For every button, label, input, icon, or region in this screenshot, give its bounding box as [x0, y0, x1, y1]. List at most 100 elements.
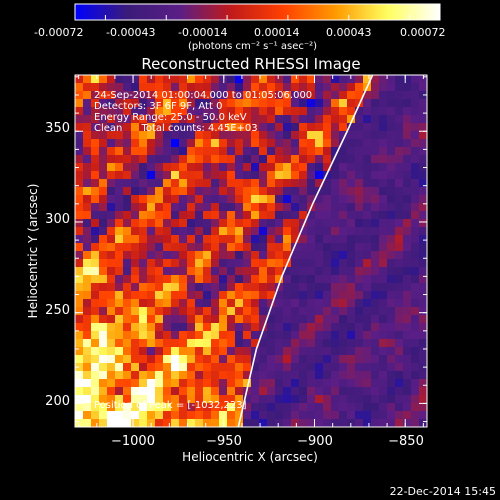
heatmap-cell [251, 227, 259, 235]
heatmap-cell [227, 315, 235, 323]
heatmap-cell [227, 283, 235, 291]
heatmap-cell [243, 363, 251, 371]
heatmap-cell [395, 147, 403, 155]
heatmap-cell [91, 187, 99, 195]
heatmap-cell [195, 371, 203, 379]
heatmap-cell [211, 195, 219, 203]
heatmap-cell [283, 411, 291, 419]
heatmap-cell [131, 131, 139, 139]
heatmap-cell [371, 83, 379, 91]
heatmap-cell [291, 75, 299, 83]
heatmap-cell [235, 235, 243, 243]
heatmap-cell [187, 315, 195, 323]
heatmap-cell [395, 323, 403, 331]
heatmap-cell [211, 379, 219, 387]
heatmap-cell [363, 387, 371, 395]
heatmap-cell [147, 235, 155, 243]
heatmap-cell [283, 211, 291, 219]
heatmap-cell [275, 187, 283, 195]
heatmap-cell [171, 387, 179, 395]
heatmap-cell [299, 395, 307, 403]
heatmap-cell [355, 355, 363, 363]
heatmap-cell [163, 411, 171, 419]
heatmap-cell [99, 275, 107, 283]
heatmap-cell [283, 235, 291, 243]
heatmap-cell [379, 299, 387, 307]
heatmap-cell [331, 419, 339, 427]
heatmap-cell [163, 235, 171, 243]
heatmap-cell [275, 123, 283, 131]
heatmap-cell [211, 203, 219, 211]
heatmap-cell [131, 299, 139, 307]
heatmap-cell [163, 147, 171, 155]
heatmap-cell [291, 115, 299, 123]
heatmap-cell [219, 227, 227, 235]
heatmap-cell [115, 235, 123, 243]
heatmap-cell [307, 283, 315, 291]
heatmap-cell [267, 379, 275, 387]
heatmap-cell [171, 347, 179, 355]
heatmap-cell [371, 307, 379, 315]
heatmap-cell [379, 227, 387, 235]
heatmap-cell [123, 347, 131, 355]
heatmap-cell [147, 227, 155, 235]
heatmap-cell [371, 259, 379, 267]
heatmap-cell [139, 107, 147, 115]
heatmap-cell [187, 91, 195, 99]
heatmap-cell [251, 283, 259, 291]
heatmap-cell [275, 267, 283, 275]
heatmap-cell [315, 307, 323, 315]
heatmap-cell [211, 299, 219, 307]
heatmap-cell [267, 107, 275, 115]
heatmap-cell [115, 355, 123, 363]
heatmap-cell [419, 131, 427, 139]
heatmap-cell [419, 275, 427, 283]
heatmap-cell [187, 267, 195, 275]
info-time-range: 24-Sep-2014 01:00:04.000 to 01:05:06.000 [94, 90, 312, 101]
heatmap-cell [131, 323, 139, 331]
heatmap-cell [251, 347, 259, 355]
heatmap-cell [227, 379, 235, 387]
heatmap-cell [419, 355, 427, 363]
heatmap-cell [323, 315, 331, 323]
heatmap-cell [115, 115, 123, 123]
heatmap-cell [139, 235, 147, 243]
heatmap-cell [75, 99, 83, 107]
heatmap-cell [203, 411, 211, 419]
heatmap-cell [163, 363, 171, 371]
heatmap-cell [307, 275, 315, 283]
heatmap-cell [235, 267, 243, 275]
heatmap-cell [203, 379, 211, 387]
heatmap-cell [203, 355, 211, 363]
heatmap-cell [259, 323, 267, 331]
heatmap-cell [291, 187, 299, 195]
heatmap-cell [147, 123, 155, 131]
heatmap-cell [179, 299, 187, 307]
heatmap-cell [411, 275, 419, 283]
heatmap-cell [235, 259, 243, 267]
x-tick-labels: −1000 −950 −900 −850 [111, 434, 424, 449]
heatmap-cell [155, 75, 163, 83]
heatmap-cell [371, 371, 379, 379]
heatmap-cell [187, 339, 195, 347]
heatmap-cell [307, 291, 315, 299]
heatmap-cell [259, 235, 267, 243]
heatmap-cell [259, 171, 267, 179]
heatmap-cell [251, 139, 259, 147]
footer-timestamp: 22-Dec-2014 15:45 [390, 485, 496, 498]
heatmap-cell [147, 171, 155, 179]
heatmap-cell [107, 115, 115, 123]
heatmap-cell [235, 187, 243, 195]
heatmap-cell [131, 211, 139, 219]
heatmap-cell [235, 291, 243, 299]
heatmap-cell [259, 75, 267, 83]
heatmap-cell [75, 395, 83, 403]
heatmap-cell [267, 347, 275, 355]
heatmap-cell [155, 339, 163, 347]
heatmap-cell [259, 139, 267, 147]
heatmap-cell [387, 171, 395, 179]
heatmap-cell [411, 339, 419, 347]
heatmap-cell [251, 307, 259, 315]
heatmap-cell [139, 83, 147, 91]
heatmap-cell [107, 299, 115, 307]
